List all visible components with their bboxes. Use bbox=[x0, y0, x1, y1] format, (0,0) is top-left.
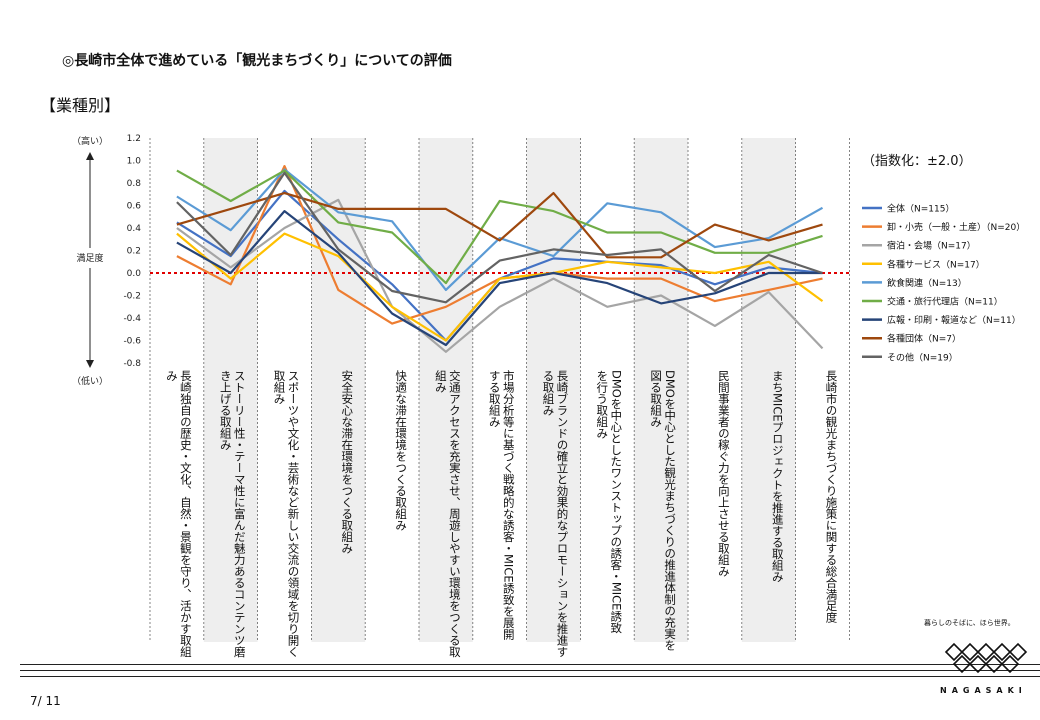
svg-text:長崎市の観光まちづくり施策に関する総合満足度: 長崎市の観光まちづくり施策に関する総合満足度 bbox=[825, 370, 839, 624]
legend-entry: 広報・印刷・報道など（N=11） bbox=[862, 314, 1021, 326]
y-tick-label: 0.4 bbox=[127, 224, 142, 234]
column-band bbox=[741, 138, 796, 642]
legend-entry: 飲食関連（N=13） bbox=[862, 277, 967, 289]
y-tick-label: 1.0 bbox=[127, 157, 142, 167]
axis-high-label: （高い） bbox=[72, 135, 108, 147]
svg-text:図る取組み: 図る取組み bbox=[649, 370, 663, 428]
satisfaction-axis: （高い） 満足度 （低い） bbox=[72, 135, 108, 387]
y-tick-label: 0.8 bbox=[127, 179, 142, 189]
column-band bbox=[634, 138, 688, 642]
column-band bbox=[419, 138, 473, 642]
svg-text:市場分析等に基づく戦略的な誘客・MICE誘致を展開: 市場分析等に基づく戦略的な誘客・MICE誘致を展開 bbox=[502, 369, 516, 641]
column-band bbox=[526, 138, 581, 642]
legend-entry: 各種団体（N=7） bbox=[862, 333, 961, 345]
axis-arrowhead-up bbox=[86, 152, 94, 160]
column-band bbox=[203, 138, 258, 642]
footer-rule bbox=[20, 676, 1040, 677]
y-tick-label: 0.6 bbox=[127, 202, 142, 212]
footer-rule bbox=[20, 670, 1040, 671]
legend-entry: 各種サービス（N=17） bbox=[862, 258, 985, 270]
category-label: 快適な滞在環境をつくる取組み bbox=[394, 370, 408, 531]
page-title: ◎長崎市全体で進めている「観光まちづくり」についての評価 bbox=[62, 53, 452, 69]
svg-text:快適な滞在環境をつくる取組み: 快適な滞在環境をつくる取組み bbox=[394, 370, 408, 531]
series-line bbox=[176, 169, 823, 285]
svg-text:き上げる取組み: き上げる取組み bbox=[219, 370, 233, 451]
svg-text:飲食関連（N=13）: 飲食関連（N=13） bbox=[887, 277, 967, 289]
y-tick-label: 0.0 bbox=[127, 269, 142, 279]
svg-text:各種団体（N=7）: 各種団体（N=7） bbox=[887, 333, 961, 345]
series-line bbox=[176, 198, 824, 353]
svg-text:広報・印刷・報道など（N=11）: 広報・印刷・報道など（N=11） bbox=[887, 314, 1021, 326]
legend-entry: 宿泊・会場（N=17） bbox=[862, 240, 976, 252]
svg-text:民間事業者の稼ぐ力を向上させる取組み: 民間事業者の稼ぐ力を向上させる取組み bbox=[717, 370, 731, 577]
footer-rule bbox=[20, 664, 1040, 665]
svg-text:ストーリー性・テーマ性に富んだ魅力あるコンテンツ磨: ストーリー性・テーマ性に富んだ魅力あるコンテンツ磨 bbox=[233, 370, 247, 658]
svg-text:各種サービス（N=17）: 各種サービス（N=17） bbox=[887, 258, 985, 270]
svg-text:長崎ブランドの確立と効果的なプロモーションを推進す: 長崎ブランドの確立と効果的なプロモーションを推進す bbox=[556, 370, 570, 658]
svg-text:る取組み: る取組み bbox=[542, 370, 556, 416]
y-tick-label: -0.8 bbox=[123, 359, 141, 369]
svg-text:全体（N=115）: 全体（N=115） bbox=[887, 203, 954, 215]
legend-entry: 交通・旅行代理店（N=11） bbox=[862, 296, 1003, 308]
y-tick-label: -0.6 bbox=[123, 337, 141, 347]
svg-text:組み: 組み bbox=[434, 370, 448, 393]
page-number: 7/ 11 bbox=[30, 694, 61, 708]
legend-entry: その他（N=19） bbox=[862, 351, 958, 363]
legend-entry: 全体（N=115） bbox=[862, 203, 954, 215]
series-line bbox=[176, 232, 824, 342]
axis-arrowhead-down bbox=[86, 360, 94, 368]
svg-text:交通アクセスを充実させ、周遊しやすい環境をつくる取: 交通アクセスを充実させ、周遊しやすい環境をつくる取 bbox=[448, 369, 462, 658]
category-label: まちMICEプロジェクトを推進する取組み bbox=[771, 370, 785, 583]
svg-text:安全安心な滞在環境をつくる取組み: 安全安心な滞在環境をつくる取組み bbox=[340, 369, 354, 554]
svg-text:長崎独自の歴史・文化、自然・景観を守り、活かす取組: 長崎独自の歴史・文化、自然・景観を守り、活かす取組 bbox=[179, 370, 193, 658]
legend-entry: 卸・小売（一般・土産）（N=20） bbox=[862, 221, 1025, 233]
legend: 全体（N=115） 卸・小売（一般・土産）（N=20） 宿泊・会場（N=17） 各種サ… bbox=[862, 203, 1025, 363]
axis-mid-label: 満足度 bbox=[76, 252, 103, 264]
svg-text:する取組み: する取組み bbox=[488, 370, 502, 428]
column-dividers bbox=[149, 138, 850, 642]
svg-text:卸・小売（一般・土産）（N=20）: 卸・小売（一般・土産）（N=20） bbox=[887, 221, 1025, 233]
svg-text:DMOを中心とした観光まちづくりの推進体制の充実を: DMOを中心とした観光まちづくりの推進体制の充実を bbox=[663, 370, 677, 651]
svg-text:取組み: 取組み bbox=[273, 370, 287, 405]
svg-text:スポーツや文化・芸術など新しい交流の領域を切り開く: スポーツや文化・芸術など新しい交流の領域を切り開く bbox=[287, 370, 301, 658]
series-line bbox=[176, 171, 823, 304]
svg-text:を行う取組み: を行う取組み bbox=[595, 370, 609, 439]
axis-low-label: （低い） bbox=[72, 375, 108, 387]
index-note: （指数化：±2.0） bbox=[862, 154, 972, 169]
category-label: 民間事業者の稼ぐ力を向上させる取組み bbox=[717, 370, 731, 577]
category-label: 安全安心な滞在環境をつくる取組み bbox=[340, 369, 354, 554]
y-tick-label: 1.2 bbox=[127, 134, 141, 144]
y-axis: 1.2 1.0 0.8 0.6 0.4 0.2 0.0 -0.2 -0.4 -0.6 -0.8 bbox=[123, 134, 141, 369]
section-subtitle: 【業種別】 bbox=[40, 96, 121, 115]
y-tick-label: 0.2 bbox=[127, 247, 141, 257]
series-line bbox=[176, 168, 824, 291]
series-lines bbox=[176, 165, 824, 353]
logo-name: NAGASAKI bbox=[940, 686, 1027, 695]
y-tick-label: -0.4 bbox=[123, 314, 141, 324]
svg-text:み: み bbox=[165, 370, 179, 382]
svg-text:交通・旅行代理店（N=11）: 交通・旅行代理店（N=11） bbox=[887, 296, 1003, 308]
series-line bbox=[176, 210, 823, 347]
series-line bbox=[176, 192, 823, 259]
column-bands bbox=[203, 138, 796, 642]
svg-text:その他（N=19）: その他（N=19） bbox=[887, 351, 958, 363]
category-label: 長崎市の観光まちづくり施策に関する総合満足度 bbox=[825, 370, 839, 624]
svg-text:まちMICEプロジェクトを推進する取組み: まちMICEプロジェクトを推進する取組み bbox=[771, 370, 785, 583]
svg-text:DMOを中心としたワンストップの誘客・MICE誘致: DMOを中心としたワンストップの誘客・MICE誘致 bbox=[609, 370, 623, 634]
logo-tagline: 暮らしのそばに、ほら世界。 bbox=[924, 619, 1015, 627]
svg-text:宿泊・会場（N=17）: 宿泊・会場（N=17） bbox=[887, 240, 976, 252]
y-tick-label: -0.2 bbox=[123, 292, 141, 302]
